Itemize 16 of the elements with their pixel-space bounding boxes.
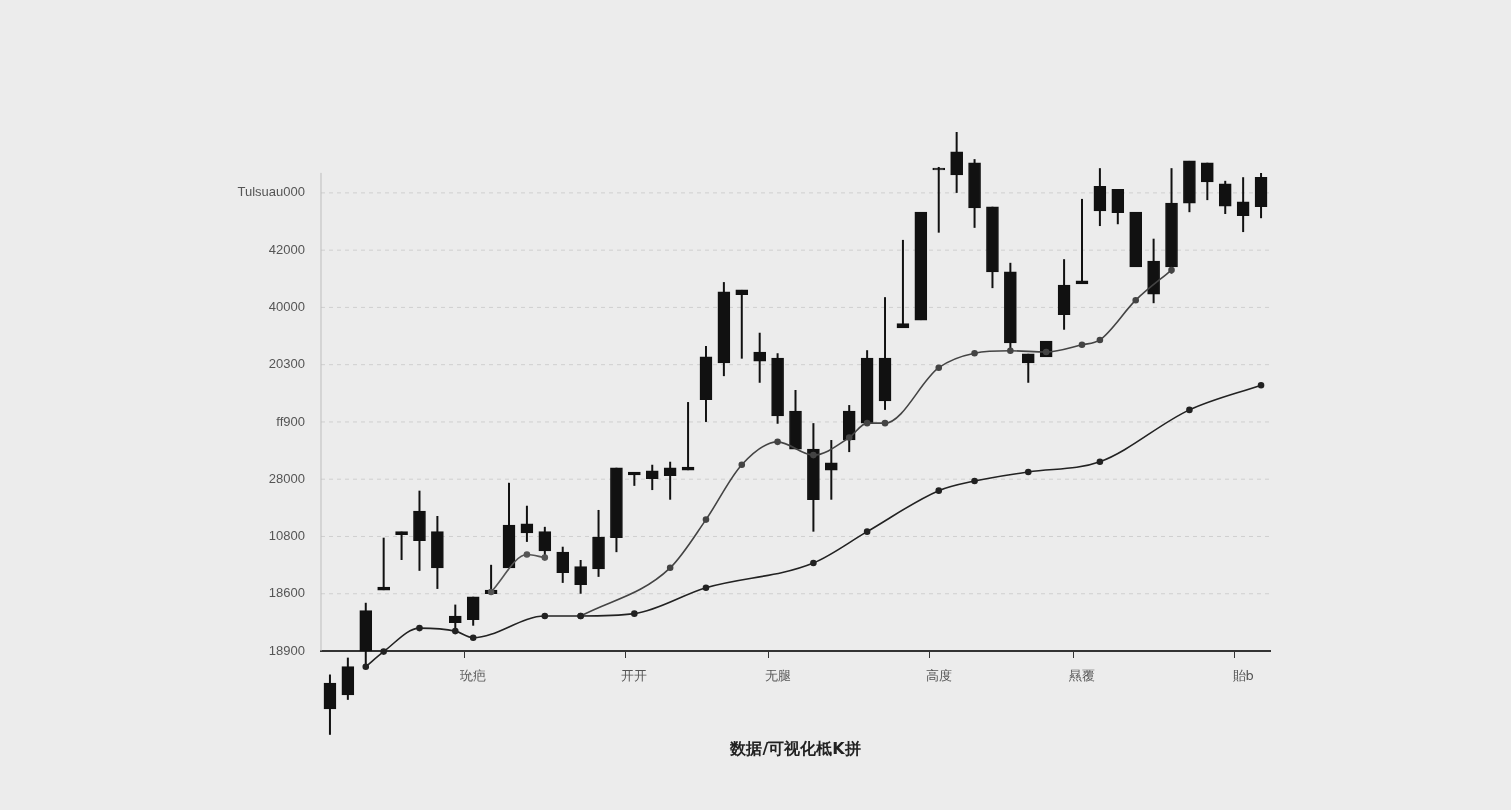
text: 数据/可视化柢K拼	[729, 738, 861, 758]
text: 20300	[268, 356, 305, 372]
text: Tulsuau000	[237, 184, 305, 200]
text: 42000	[268, 241, 305, 257]
text: 18600	[268, 585, 305, 601]
text: ff900	[276, 413, 305, 429]
x-tick-label: 玧疤	[460, 668, 487, 684]
x-tick-label: 无腿	[764, 668, 791, 684]
x-tick-label: 开开	[621, 668, 648, 684]
text: 18900	[268, 642, 305, 658]
x-tick-label: 貽b	[1232, 668, 1254, 684]
x-tick-label: 㬎覆	[1067, 668, 1095, 684]
text: 28000	[268, 470, 305, 486]
x-tick-label: 高度	[925, 668, 952, 684]
text: 40000	[268, 298, 305, 314]
text: 10800	[268, 528, 305, 544]
